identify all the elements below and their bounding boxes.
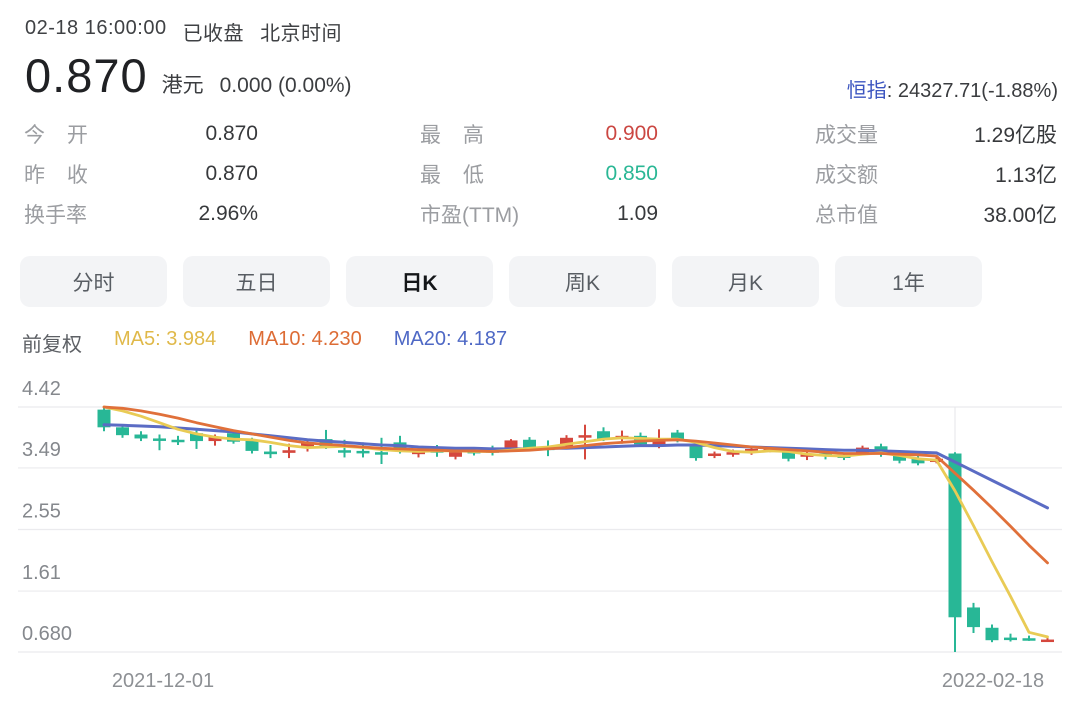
- market-status: 已收盘: [182, 23, 245, 45]
- stat-label: 总市值: [815, 204, 878, 227]
- ma5-legend: MA5: 3.984: [114, 328, 217, 350]
- stat-low: 最 低 0.850: [420, 154, 658, 194]
- stat-label: 最 高: [420, 124, 484, 147]
- tab-weekly-k[interactable]: 周K: [509, 256, 656, 307]
- stat-amount: 成交额 1.13亿: [815, 154, 1057, 194]
- stat-prev-close: 昨 收 0.870: [24, 154, 258, 194]
- stat-label: 成交量: [815, 124, 878, 147]
- currency-label: 港元: [161, 74, 204, 97]
- y-axis-tick: 3.49: [22, 439, 61, 461]
- stat-label: 换手率: [24, 204, 87, 227]
- stat-market-cap: 总市值 38.00亿: [815, 194, 1057, 234]
- hang-seng-index-quote[interactable]: 恒指: 24327.71(-1.88%): [847, 74, 1058, 103]
- period-tabs: 分时 五日 日K 周K 月K 1年: [20, 256, 982, 307]
- hsi-sep: :: [886, 80, 898, 102]
- price-change: 0.000 (0.00%): [219, 74, 352, 97]
- stat-volume: 成交量 1.29亿股: [815, 114, 1057, 154]
- stat-label: 市盈(TTM): [420, 204, 520, 227]
- tab-daily-k[interactable]: 日K: [346, 256, 493, 307]
- x-axis-tick: 2022-02-18: [942, 670, 1044, 692]
- gridlines: 4.42 3.49 2.55 1.61 0.680: [18, 378, 1062, 653]
- y-axis-tick: 4.42: [22, 378, 61, 400]
- stat-label: 成交额: [815, 164, 878, 187]
- ma20-legend: MA20: 4.187: [393, 328, 508, 350]
- price-row: 0.870 港元 0.000 (0.00%): [25, 48, 352, 103]
- stat-value: 1.13亿: [995, 164, 1057, 187]
- ma10-legend: MA10: 4.230: [248, 328, 362, 350]
- ma20-line: [102, 423, 1049, 510]
- tab-five-day[interactable]: 五日: [183, 256, 330, 307]
- x-axis-labels: 2021-12-01 2022-02-18: [112, 670, 1044, 692]
- stat-value: 2.96%: [198, 202, 258, 225]
- stat-value: 0.870: [205, 162, 258, 185]
- stat-high: 最 高 0.900: [420, 114, 658, 154]
- stat-pe-ttm: 市盈(TTM) 1.09: [420, 194, 658, 234]
- stat-open: 今 开 0.870: [24, 114, 258, 154]
- hsi-label: 恒指: [846, 80, 887, 102]
- stat-label: 今 开: [24, 124, 88, 147]
- x-axis-tick: 2021-12-01: [112, 670, 214, 692]
- adjust-mode-toggle[interactable]: 前复权: [22, 334, 82, 356]
- tab-one-year[interactable]: 1年: [835, 256, 982, 307]
- stat-label: 昨 收: [24, 164, 88, 187]
- y-axis-tick: 0.680: [22, 623, 72, 645]
- quote-time: 02-18 16:00:00: [25, 17, 167, 39]
- stat-value: 1.29亿股: [974, 124, 1057, 147]
- tab-monthly-k[interactable]: 月K: [672, 256, 819, 307]
- stats-column-3: 成交量 1.29亿股 成交额 1.13亿 总市值 38.00亿: [815, 114, 1057, 234]
- stat-value: 0.870: [205, 122, 258, 145]
- timezone-label: 北京时间: [260, 23, 343, 45]
- stat-value-low: 0.850: [605, 162, 658, 185]
- y-axis-tick: 1.61: [22, 562, 61, 584]
- stat-value-high: 0.900: [605, 122, 658, 145]
- stat-value: 1.09: [617, 202, 658, 225]
- stat-value: 38.00亿: [983, 204, 1057, 227]
- hsi-value: 24327.71(-1.88%): [897, 80, 1058, 102]
- tab-minute[interactable]: 分时: [20, 256, 167, 307]
- stat-label: 最 低: [420, 164, 484, 187]
- y-axis-tick: 2.55: [22, 501, 61, 523]
- stats-column-1: 今 开 0.870 昨 收 0.870 换手率 2.96%: [24, 114, 258, 234]
- last-price: 0.870: [25, 49, 148, 102]
- candles: [97, 407, 1054, 652]
- quote-time-row: 02-18 16:00:00 已收盘 北京时间: [25, 17, 342, 46]
- ma-legend: 前复权 MA5: 3.984 MA10: 4.230 MA20: 4.187: [22, 328, 507, 357]
- stats-column-2: 最 高 0.900 最 低 0.850 市盈(TTM) 1.09: [420, 114, 658, 234]
- ma10-line: [102, 405, 1049, 565]
- stat-turnover-rate: 换手率 2.96%: [24, 194, 258, 234]
- kline-chart[interactable]: 4.42 3.49 2.55 1.61 0.680 2021-12-01 2022-02-1…: [0, 365, 1080, 702]
